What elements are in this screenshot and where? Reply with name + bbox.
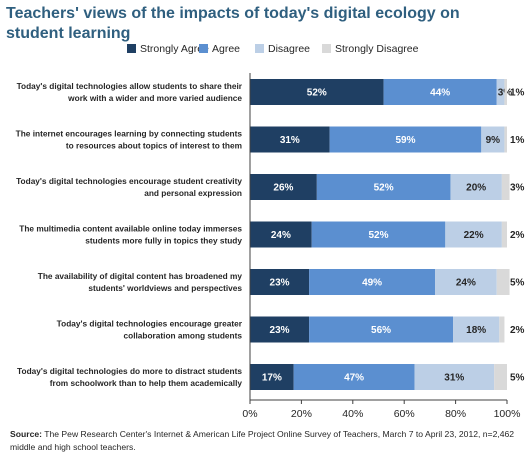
chart-legend: Strongly Agree Agree Disagree Strongly Disa… — [127, 43, 419, 55]
bar-strongly-agree-row-6 — [250, 316, 310, 343]
category-label-5-line-2: students' worldviews and perspectives — [88, 283, 242, 293]
value-label-agree-row-1: 44% — [430, 88, 450, 99]
legend-label-agree: Agree — [212, 43, 240, 55]
x-tick-label-0: 0% — [242, 408, 257, 420]
category-label-4-line-1: The multimedia content available online … — [19, 224, 242, 234]
bar-agree-row-7 — [293, 364, 415, 390]
bar-disagree-row-5 — [435, 269, 497, 295]
bar-strongly-agree-row-4 — [250, 221, 312, 248]
legend-label-strongly-agree: Strongly Agree — [140, 43, 209, 55]
bar-strongly-agree-row-2 — [250, 126, 330, 153]
bar-disagree-row-1 — [496, 79, 505, 105]
source-label: Source: — [10, 429, 42, 439]
legend-label-strongly-disagree: Strongly Disagree — [335, 43, 419, 55]
category-label-2-line-2: to resources about topics of interest to… — [66, 141, 242, 151]
x-tick-label-5: 100% — [494, 408, 521, 420]
category-label-7-line-1: Today's digital technologies do more to … — [17, 366, 242, 376]
value-label-agree-row-4: 52% — [368, 230, 388, 241]
x-axis: 0% 20% 40% 60% 80% 100% — [242, 73, 520, 420]
bar-series: 52%44%3%1%31%59%9%1%26%52%20%3%24%52%22%… — [250, 79, 525, 390]
category-label-6-line-2: collaboration among students — [124, 331, 243, 341]
bar-strongly-disagree-row-3 — [501, 174, 510, 200]
bar-strongly-disagree-row-1 — [504, 79, 507, 105]
value-label-agree-row-7: 47% — [344, 373, 364, 384]
source-text: The Pew Research Center's Internet & Ame… — [10, 429, 515, 452]
bar-strongly-disagree-row-7 — [494, 364, 507, 390]
value-label-strongly-agree-row-3: 26% — [273, 183, 293, 194]
value-label-disagree-row-5: 24% — [456, 278, 476, 289]
value-label-strongly-disagree-row-1: 1% — [510, 88, 525, 99]
value-label-strongly-disagree-row-6: 2% — [510, 325, 525, 336]
legend-swatch-disagree — [255, 44, 264, 53]
value-label-strongly-agree-row-7: 17% — [262, 373, 282, 384]
category-label-6-line-1: Today's digital technologies encourage g… — [57, 319, 243, 329]
value-label-agree-row-3: 52% — [374, 183, 394, 194]
bar-agree-row-2 — [329, 126, 482, 153]
legend-swatch-strongly-disagree — [322, 44, 331, 53]
legend-label-disagree: Disagree — [268, 43, 310, 55]
category-label-3-line-1: Today's digital technologies encourage s… — [16, 176, 242, 186]
chart-title: Teachers' views of the impacts of today'… — [6, 5, 460, 42]
bar-disagree-row-6 — [453, 316, 500, 343]
x-tick-label-1: 20% — [291, 408, 312, 420]
bar-disagree-row-3 — [450, 174, 502, 200]
x-tick-label-2: 40% — [342, 408, 363, 420]
bar-strongly-agree-row-7 — [250, 364, 294, 390]
bar-disagree-row-2 — [481, 126, 505, 153]
bar-agree-row-4 — [311, 221, 446, 248]
value-label-disagree-row-6: 18% — [466, 325, 486, 336]
value-label-strongly-disagree-row-4: 2% — [510, 230, 525, 241]
value-label-disagree-row-3: 20% — [466, 183, 486, 194]
category-label-3-line-2: and personal expression — [144, 188, 242, 198]
value-label-disagree-row-2: 9% — [486, 135, 501, 146]
x-tick-label-4: 80% — [445, 408, 466, 420]
legend-swatch-strongly-agree — [127, 44, 136, 53]
bar-agree-row-3 — [316, 174, 451, 200]
bar-strongly-agree-row-5 — [250, 269, 310, 295]
category-label-1-line-2: work with a wider and more varied audien… — [67, 93, 242, 103]
value-label-agree-row-2: 59% — [395, 135, 415, 146]
legend-swatch-agree — [199, 44, 208, 53]
value-label-disagree-row-4: 22% — [464, 230, 484, 241]
value-label-strongly-disagree-row-3: 3% — [510, 183, 525, 194]
bar-strongly-agree-row-1 — [250, 79, 384, 105]
value-label-strongly-agree-row-2: 31% — [280, 135, 300, 146]
category-label-2-line-1: The internet encourages learning by conn… — [16, 129, 243, 139]
value-label-agree-row-6: 56% — [371, 325, 391, 336]
bar-agree-row-6 — [309, 316, 454, 343]
bar-agree-row-5 — [309, 269, 436, 295]
value-label-strongly-disagree-row-5: 5% — [510, 278, 525, 289]
bar-strongly-disagree-row-6 — [499, 316, 505, 343]
bar-strongly-disagree-row-5 — [496, 269, 510, 295]
bar-disagree-row-7 — [414, 364, 495, 390]
bar-disagree-row-4 — [445, 221, 502, 248]
x-tick-label-3: 60% — [394, 408, 415, 420]
source-note: Source: The Pew Research Center's Intern… — [10, 428, 520, 454]
value-label-strongly-agree-row-6: 23% — [270, 325, 290, 336]
bar-agree-row-1 — [383, 79, 497, 105]
category-label-1-line-1: Today's digital technologies allow stude… — [17, 81, 243, 91]
value-label-strongly-agree-row-5: 23% — [270, 278, 290, 289]
category-label-7-line-2: from schoolwork than to help them academ… — [50, 378, 243, 388]
bar-strongly-disagree-row-4 — [501, 221, 507, 248]
bar-strongly-disagree-row-2 — [504, 126, 507, 153]
category-labels: Today's digital technologies allow stude… — [16, 81, 243, 388]
value-label-agree-row-5: 49% — [362, 278, 382, 289]
value-label-strongly-agree-row-1: 52% — [307, 88, 327, 99]
value-label-disagree-row-7: 31% — [444, 373, 464, 384]
category-label-5-line-1: The availability of digital content has … — [38, 271, 243, 281]
value-label-strongly-agree-row-4: 24% — [271, 230, 291, 241]
value-label-strongly-disagree-row-7: 5% — [510, 373, 525, 384]
category-label-4-line-2: students more fully in topics they study — [85, 236, 242, 246]
value-label-strongly-disagree-row-2: 1% — [510, 135, 525, 146]
bar-strongly-agree-row-3 — [250, 174, 317, 200]
